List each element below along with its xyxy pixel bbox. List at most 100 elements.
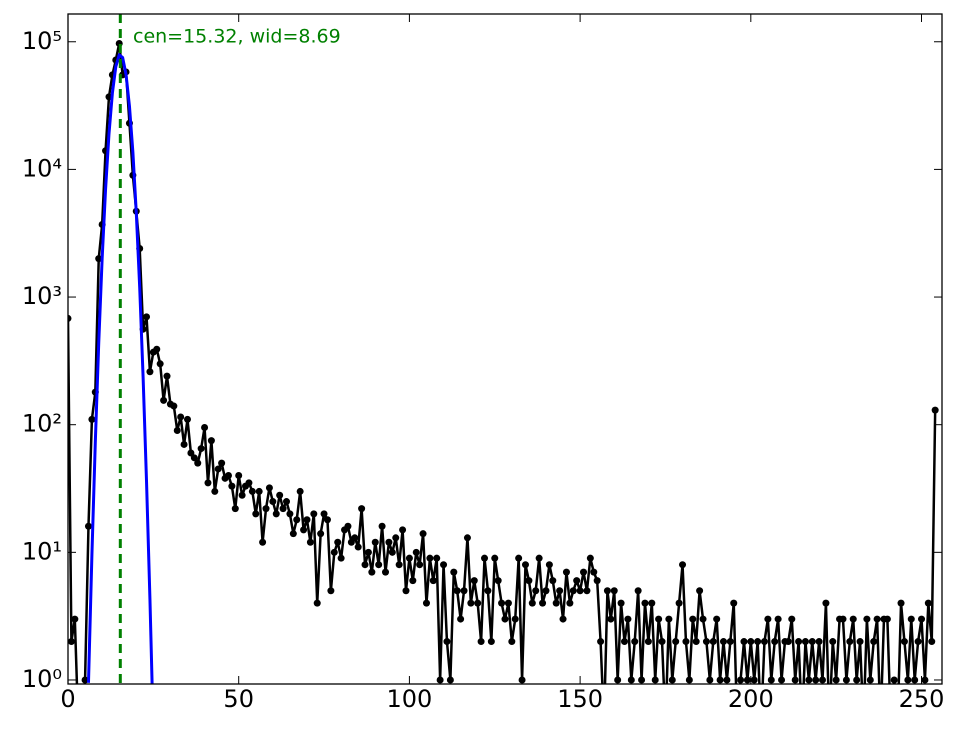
data-point	[252, 510, 260, 518]
data-point	[826, 721, 833, 728]
data-point	[218, 459, 226, 467]
data-point	[767, 676, 775, 684]
data-point	[658, 638, 666, 646]
data-point	[204, 479, 212, 487]
data-point	[904, 676, 912, 684]
data-point	[409, 577, 417, 585]
data-point	[545, 561, 553, 569]
data-point	[583, 587, 591, 595]
data-point	[508, 638, 516, 646]
data-point	[829, 638, 837, 646]
data-point	[566, 599, 574, 607]
data-point	[143, 313, 151, 321]
data-point	[368, 568, 376, 576]
data-point	[470, 577, 478, 585]
data-point	[552, 599, 560, 607]
data-point	[573, 577, 581, 585]
data-point	[856, 638, 864, 646]
data-point	[877, 721, 884, 728]
data-point	[815, 638, 823, 646]
data-point	[313, 599, 321, 607]
data-point	[870, 638, 878, 646]
data-point	[201, 424, 209, 432]
data-point	[463, 534, 471, 542]
data-point	[819, 676, 827, 684]
data-point	[679, 561, 687, 569]
data-point	[211, 487, 219, 495]
x-tick-label: 50	[223, 685, 254, 713]
data-point	[890, 676, 898, 684]
data-point	[620, 638, 628, 646]
x-tick-label: 0	[60, 685, 75, 713]
data-point	[754, 638, 762, 646]
data-point	[743, 676, 751, 684]
data-point	[361, 561, 369, 569]
data-point	[685, 676, 693, 684]
data-point	[791, 676, 799, 684]
data-point	[337, 554, 345, 562]
data-point	[88, 415, 96, 423]
data-point	[78, 721, 85, 728]
data-point	[494, 577, 502, 585]
data-point	[197, 445, 205, 453]
data-point	[576, 587, 584, 595]
data-point	[327, 587, 335, 595]
data-point	[911, 676, 919, 684]
data-point	[334, 538, 342, 546]
data-point	[532, 587, 540, 595]
data-point	[638, 676, 646, 684]
y-tick-label: 10²	[22, 410, 62, 438]
data-point	[484, 587, 492, 595]
data-point	[921, 676, 929, 684]
data-point	[429, 577, 437, 585]
data-point	[590, 568, 598, 576]
data-point	[511, 615, 519, 623]
data-point	[375, 561, 383, 569]
data-point	[306, 538, 314, 546]
data-point	[245, 479, 253, 487]
data-point	[296, 487, 304, 495]
data-point	[737, 676, 745, 684]
data-point	[344, 522, 352, 530]
data-point	[351, 534, 359, 542]
data-point	[853, 676, 861, 684]
data-point	[95, 255, 103, 263]
data-point	[846, 638, 854, 646]
data-line	[68, 42, 937, 684]
data-point	[405, 554, 413, 562]
data-point	[603, 587, 611, 595]
data-point	[310, 510, 318, 518]
data-point	[412, 548, 420, 556]
data-point	[634, 587, 642, 595]
data-point	[518, 676, 526, 684]
data-point	[440, 561, 448, 569]
data-point	[330, 548, 338, 556]
data-point	[71, 615, 79, 623]
data-point	[269, 498, 277, 506]
data-point	[382, 568, 390, 576]
data-point	[228, 482, 236, 490]
data-point	[607, 615, 615, 623]
y-tick-label: 10³	[22, 282, 62, 310]
data-point	[84, 522, 92, 530]
data-point	[422, 599, 430, 607]
data-point	[323, 516, 331, 524]
data-point	[75, 721, 82, 728]
data-point	[180, 440, 188, 448]
data-point	[467, 599, 475, 607]
data-point	[808, 638, 816, 646]
data-point	[515, 554, 523, 562]
data-point	[866, 676, 874, 684]
data-point	[283, 498, 290, 506]
data-point	[528, 599, 536, 607]
data-point	[146, 368, 154, 376]
data-point	[183, 415, 191, 423]
data-point	[644, 638, 652, 646]
plot-area	[68, 14, 939, 728]
data-point	[426, 554, 434, 562]
data-point	[481, 554, 489, 562]
data-point	[276, 491, 284, 499]
data-point	[931, 406, 939, 414]
data-point	[214, 465, 222, 473]
data-point	[371, 538, 379, 546]
